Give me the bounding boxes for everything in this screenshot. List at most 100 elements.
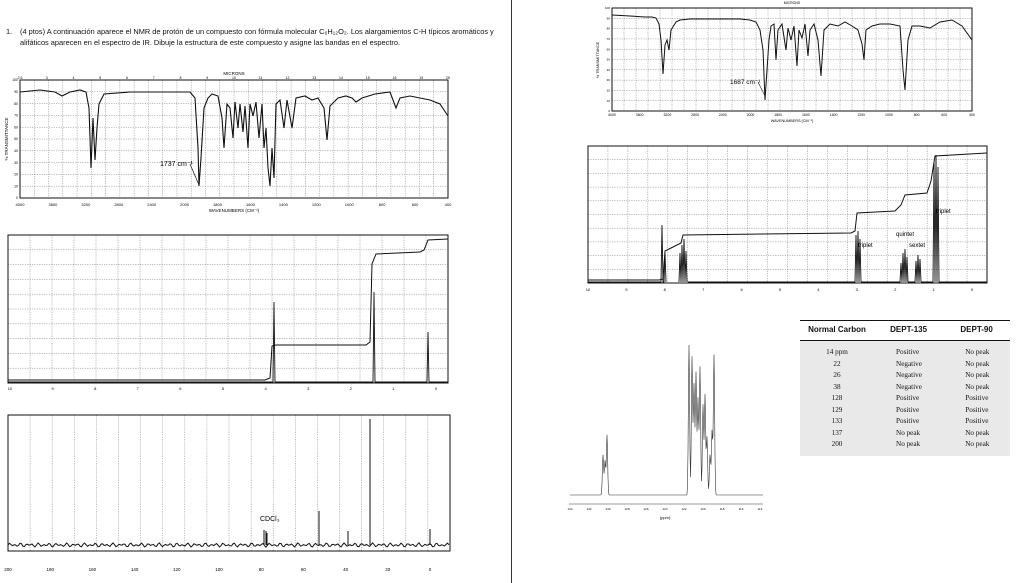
tick-label: 20	[14, 173, 18, 177]
tick-label: 0	[971, 287, 974, 292]
tick-label: 128	[624, 507, 629, 511]
dept-cell: No peak	[965, 440, 990, 448]
tick-label: 5	[222, 386, 225, 391]
tick-label: 70	[607, 37, 611, 41]
tick-label: 13	[312, 76, 316, 80]
ir1-x-ticks: 4000 3600 3200 2800 2400 2000 1800 1600 1400 1200…	[16, 202, 453, 207]
dept-cell: 38	[833, 382, 841, 391]
tick-label: 80	[14, 102, 18, 106]
tick-label: 120	[173, 567, 181, 572]
tick-label: 122	[681, 507, 686, 511]
tick-label: 8	[664, 287, 667, 292]
tick-label: 400	[969, 113, 975, 117]
tick-label: 200	[4, 567, 12, 572]
dept-cell: No peak	[896, 440, 921, 448]
ir1-y-axis-label: % TRANSMITTANCE	[4, 117, 9, 160]
tick-label: 160	[89, 567, 97, 572]
tick-label: 9	[625, 287, 628, 292]
tick-label: 800	[379, 202, 386, 207]
tick-label: 1200	[312, 202, 322, 207]
tick-label: 2.5	[18, 76, 23, 80]
tick-label: 8	[94, 386, 97, 391]
tick-label: 11	[259, 76, 263, 80]
tick-label: 600	[941, 113, 947, 117]
tick-label: 14	[339, 76, 343, 80]
table-row: 129 Positive Positive	[800, 404, 1010, 416]
hnmr2-label-quintet: quintet	[896, 232, 914, 238]
tick-label: 100	[605, 6, 610, 10]
hnmr2-trace	[588, 154, 987, 283]
ir2-y-axis-label: % TRANSMITTANCE	[596, 41, 600, 78]
tick-label: 1400	[279, 202, 289, 207]
ir1-annotation: 1737 cm⁻¹	[160, 161, 194, 168]
tick-label: 120	[700, 507, 705, 511]
cnmr1-annotation: CDCl₃	[260, 516, 280, 523]
tick-label: 3	[307, 386, 310, 391]
ir-spectrum-1: MICRONS 2.5 3 4 5 6 7 8 9 10 11 12 13 14 15 16 19 25 100…	[4, 71, 453, 213]
dept-cell: Positive	[965, 405, 989, 414]
tick-label: 1200	[857, 113, 865, 117]
tick-label: 7	[702, 287, 705, 292]
question-block: 1. (4 ptos) A continuación aparece el NM…	[6, 26, 501, 48]
dept-table-header-row: Normal Carbon DEPT-135 DEPT-90	[800, 320, 1010, 341]
tick-label: 90	[607, 16, 611, 20]
ir2-trace	[611, 14, 973, 101]
tick-label: 4	[817, 287, 820, 292]
tick-label: 8	[180, 76, 182, 80]
tick-label: 40	[14, 149, 18, 153]
table-row: 128 Positive Positive	[800, 393, 1010, 405]
cnmr-zoom-trace	[570, 344, 763, 496]
tick-label: 130	[605, 507, 610, 511]
tick-label: 10	[14, 184, 18, 188]
dept-cell: Positive	[965, 394, 989, 402]
dept-cell: Negative	[896, 382, 922, 391]
tick-label: 60	[301, 567, 307, 572]
tick-label: 16	[393, 76, 397, 80]
hnmr2-x-ticks: 10 9 8 7 6 5 4 3 2 1 0	[586, 287, 974, 292]
tick-label: 180	[46, 567, 54, 572]
dept-cell: Positive	[896, 348, 920, 356]
dept-cell: No peak	[965, 428, 990, 437]
tick-label: 1400	[830, 113, 838, 117]
dept-cell: 137	[831, 428, 843, 437]
tick-label: 6	[740, 287, 743, 292]
cnmr1-grid	[29, 415, 429, 551]
page-divider	[511, 0, 512, 583]
ir2-annotation: 1687 cm⁻¹	[730, 79, 761, 86]
ir1-micron-ticks: 2.5 3 4 5 6 7 8 9 10 11 12 13 14 15 16 19 25	[18, 76, 450, 80]
hnmr-spectrum-1: 10 9 8 7 6 5 4 3 2 1 0	[7, 234, 449, 391]
dept-cell: Positive	[896, 394, 920, 402]
tick-label: 5	[99, 76, 101, 80]
tick-label: 2400	[719, 113, 727, 117]
ir1-x-axis-label: WAVENUMBERS (CM⁻¹)	[209, 208, 260, 213]
table-row: 133 Positive Positive	[800, 416, 1010, 428]
tick-label: 118	[720, 507, 725, 511]
cnmr-zoom-spectrum: 134 132 130 128 126 124 122 120 118 116 114 (ppm)	[567, 344, 763, 520]
tick-label: 15	[366, 76, 370, 80]
tick-label: 2	[894, 287, 897, 292]
tick-label: 1000	[345, 202, 355, 207]
tick-label: 3600	[636, 113, 644, 117]
tick-label: 4	[264, 386, 267, 391]
tick-label: 1800	[213, 202, 223, 207]
tick-label: 132	[586, 507, 591, 511]
tick-label: 2000	[180, 202, 190, 207]
tick-label: 0	[16, 196, 18, 200]
tick-label: 2000	[747, 113, 755, 117]
tick-label: 90	[14, 90, 18, 94]
tick-label: 6	[126, 76, 128, 80]
hnmr2-grid	[588, 146, 987, 283]
tick-label: 30	[607, 78, 611, 82]
ir1-annotation-arrow	[189, 163, 200, 186]
ir2-annotation-arrow	[757, 81, 766, 97]
tick-label: 3	[46, 76, 48, 80]
tick-label: 2400	[147, 202, 157, 207]
tick-label: 20	[607, 88, 611, 92]
tick-label: 7	[153, 76, 155, 80]
dept-cell: No peak	[896, 428, 921, 437]
tick-label: 25	[446, 76, 450, 80]
tick-label: 4	[73, 76, 75, 80]
tick-label: 9	[51, 386, 54, 391]
